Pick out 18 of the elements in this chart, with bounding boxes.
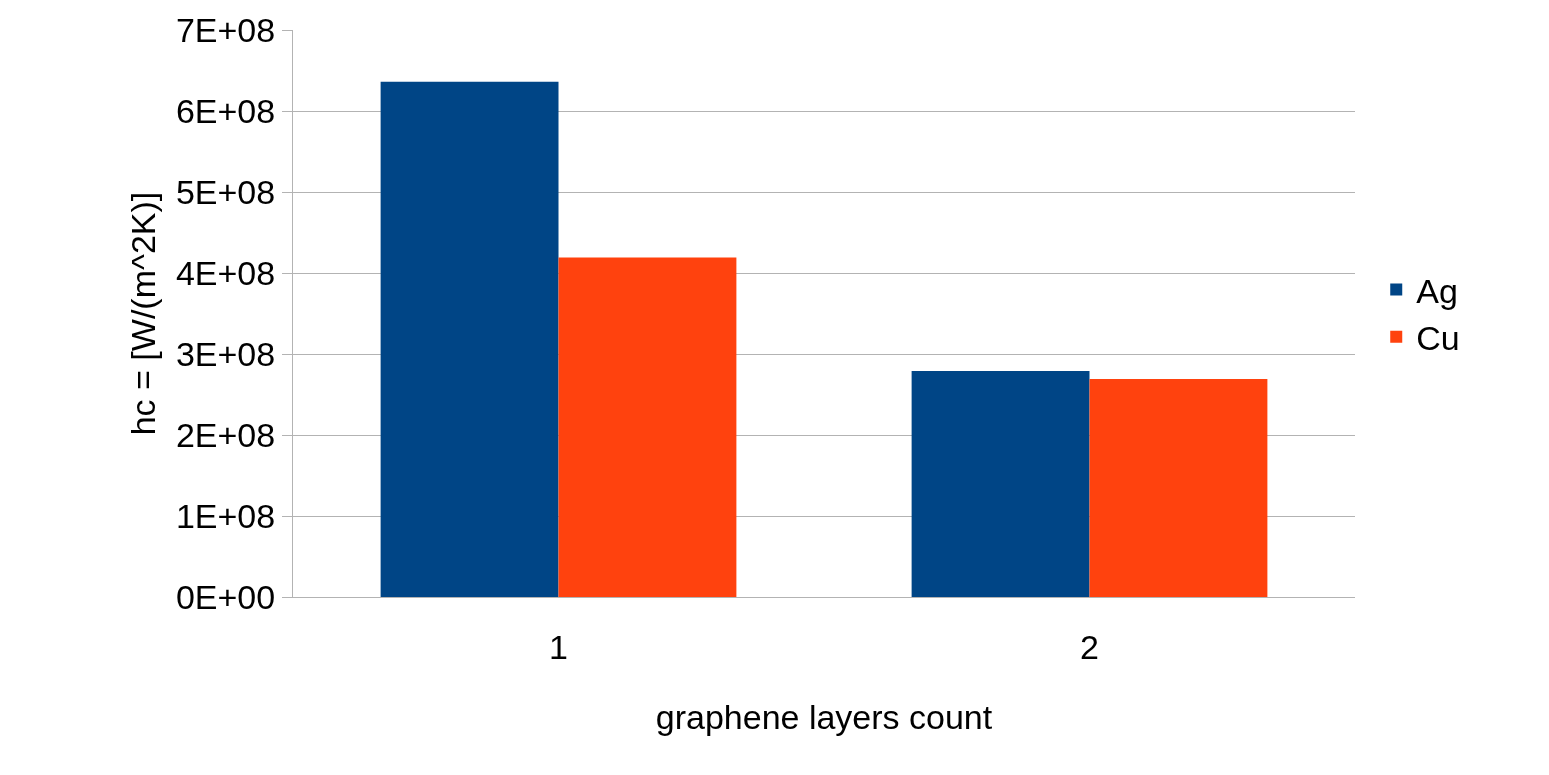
x-tick-label: 2	[1080, 627, 1099, 666]
bar	[1089, 379, 1268, 597]
x-tick-label: 1	[549, 627, 568, 666]
bar	[380, 81, 559, 597]
y-tick-label: 3E+08	[175, 334, 276, 373]
legend-label: Cu	[1416, 319, 1460, 358]
bar	[911, 371, 1090, 597]
x-axis-title: graphene layers count	[655, 698, 993, 737]
y-tick-label: 1E+08	[175, 496, 276, 535]
y-tick-label: 4E+08	[175, 253, 276, 292]
y-axis-title: hc = [W/(m^2K)]	[123, 191, 162, 436]
bar	[558, 257, 737, 597]
y-tick-label: 7E+08	[175, 10, 276, 49]
y-tick-label: 5E+08	[175, 172, 276, 211]
legend-label: Ag	[1416, 271, 1458, 310]
y-tick-label: 0E+00	[175, 577, 276, 616]
y-tick-label: 2E+08	[175, 415, 276, 454]
y-tick-label: 6E+08	[175, 91, 276, 130]
